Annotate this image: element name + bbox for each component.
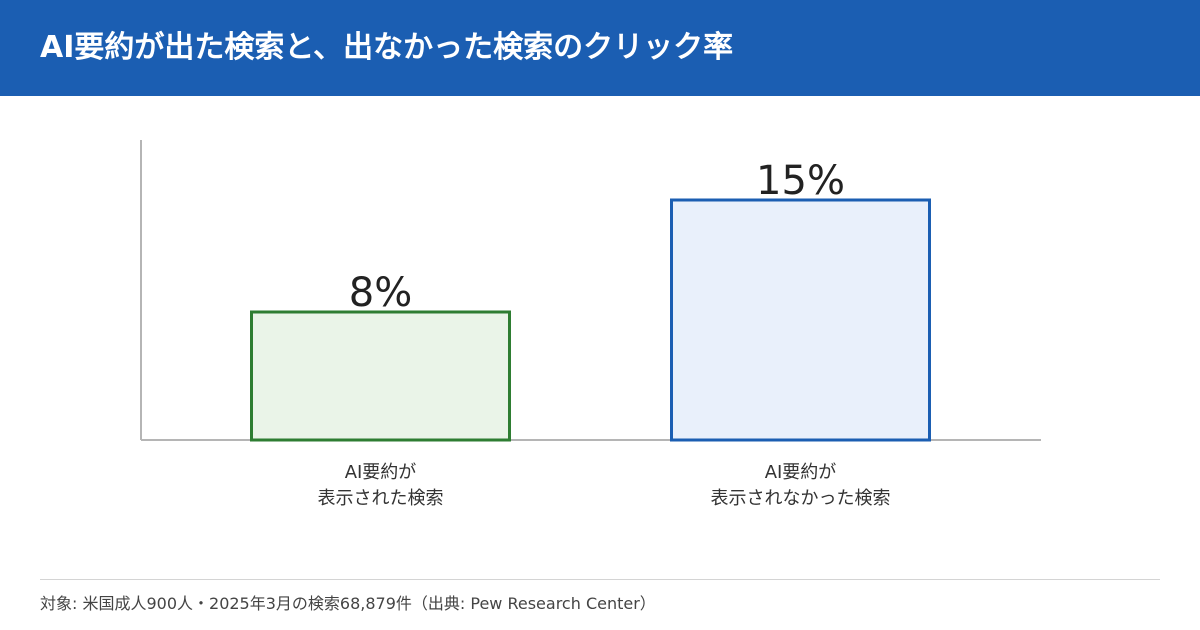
chart-bars bbox=[250, 198, 931, 442]
bar-value-label-2: 15% bbox=[756, 158, 845, 204]
bar-value-label-1: 8% bbox=[349, 270, 412, 316]
category-label-1-line-2: 表示された検索 bbox=[318, 488, 444, 509]
bar-1 bbox=[250, 310, 511, 442]
source-note: 対象: 米国成人900人・2025年3月の検索68,879件（出典: Pew R… bbox=[40, 594, 656, 613]
category-label-1-line-1: AI要約が bbox=[345, 462, 417, 483]
page-title: AI要約が出た検索と、出なかった検索のクリック率 bbox=[40, 30, 734, 65]
header-banner: AI要約が出た検索と、出なかった検索のクリック率 bbox=[0, 0, 1200, 96]
chart-value-labels: 8% 15% bbox=[349, 158, 845, 316]
category-label-2-line-2: 表示されなかった検索 bbox=[711, 488, 891, 509]
footer-divider bbox=[40, 579, 1160, 580]
category-label-2-line-1: AI要約が bbox=[765, 462, 837, 483]
bar-2 bbox=[670, 198, 931, 442]
